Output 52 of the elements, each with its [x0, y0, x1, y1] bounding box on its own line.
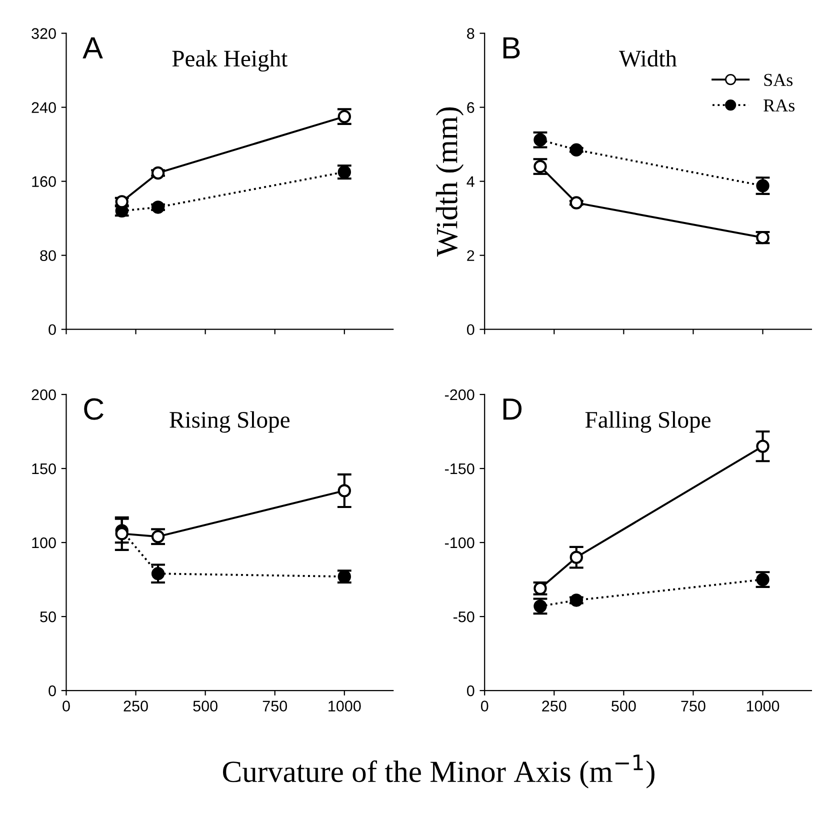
- point: [570, 196, 583, 210]
- point: [756, 440, 770, 453]
- legend-label: RAs: [764, 99, 795, 112]
- x-tick-label: 1000: [328, 700, 361, 712]
- y-tick-label: 0: [466, 324, 474, 336]
- y-tick-label: 4: [466, 176, 474, 187]
- point: [151, 166, 165, 180]
- point: [151, 567, 165, 580]
- y-tick-label: 80: [40, 250, 56, 262]
- y-tick-label: 0: [48, 324, 56, 336]
- point: [570, 550, 583, 564]
- y-tick-label: 100: [32, 537, 56, 548]
- y-tick-label: 200: [32, 389, 56, 400]
- text: Rising Slope: [170, 411, 290, 433]
- x-tick-label: 750: [262, 700, 288, 712]
- x-tick-label: 250: [542, 700, 566, 712]
- point: [570, 143, 583, 156]
- y-tick-label: 160: [32, 176, 56, 187]
- y-tick-label: 0: [48, 685, 56, 696]
- annotation: B: [503, 37, 520, 58]
- y-tick-label: 240: [32, 102, 56, 113]
- y-tick-label: 0: [466, 685, 474, 696]
- text: Width: [619, 50, 677, 67]
- annotation: C: [84, 398, 104, 420]
- point: [151, 200, 165, 214]
- y-tick-label: 320: [32, 28, 56, 39]
- annotation: D: [503, 398, 522, 420]
- y-tick-label: -50: [453, 611, 474, 622]
- y-axis-title: Width (mm): [436, 107, 464, 257]
- x-tick-label: 250: [124, 700, 148, 712]
- x-tick-label: 500: [193, 700, 218, 712]
- x-tick-label: 500: [612, 700, 636, 712]
- y-tick-label: 150: [32, 463, 56, 474]
- point: [570, 594, 583, 607]
- point: [338, 484, 352, 498]
- y-tick-label: 50: [40, 611, 56, 622]
- x-tick-label: 1000: [746, 700, 780, 712]
- x-axis-title: Curvature of the Minor Axis (m$^{−1}$): [223, 754, 654, 788]
- x-tick-label: 0: [480, 700, 488, 712]
- x-tick-label: 0: [62, 700, 70, 712]
- y-tick-label: 8: [467, 28, 474, 39]
- y-tick-label: -200: [444, 389, 474, 400]
- y-tick-label: 2: [467, 250, 474, 261]
- annotation: A: [82, 37, 103, 58]
- x-tick-label: 750: [681, 700, 706, 712]
- y-tick-label: -150: [444, 463, 474, 474]
- text: Falling Slope: [585, 411, 710, 433]
- y-tick-label: 6: [467, 102, 474, 113]
- text: Peak Height: [172, 50, 288, 72]
- legend-label: SAs: [764, 74, 793, 86]
- y-tick-label: -100: [444, 537, 474, 548]
- point: [115, 527, 128, 540]
